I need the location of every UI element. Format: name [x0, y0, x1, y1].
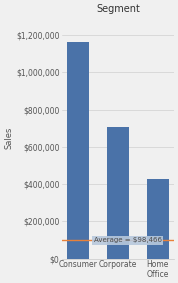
Y-axis label: Sales: Sales — [4, 126, 13, 149]
Bar — [107, 127, 129, 259]
Bar — [147, 179, 169, 259]
Text: Average = $98,466: Average = $98,466 — [94, 237, 162, 243]
Bar — [67, 42, 89, 259]
Title: Segment: Segment — [96, 4, 140, 14]
